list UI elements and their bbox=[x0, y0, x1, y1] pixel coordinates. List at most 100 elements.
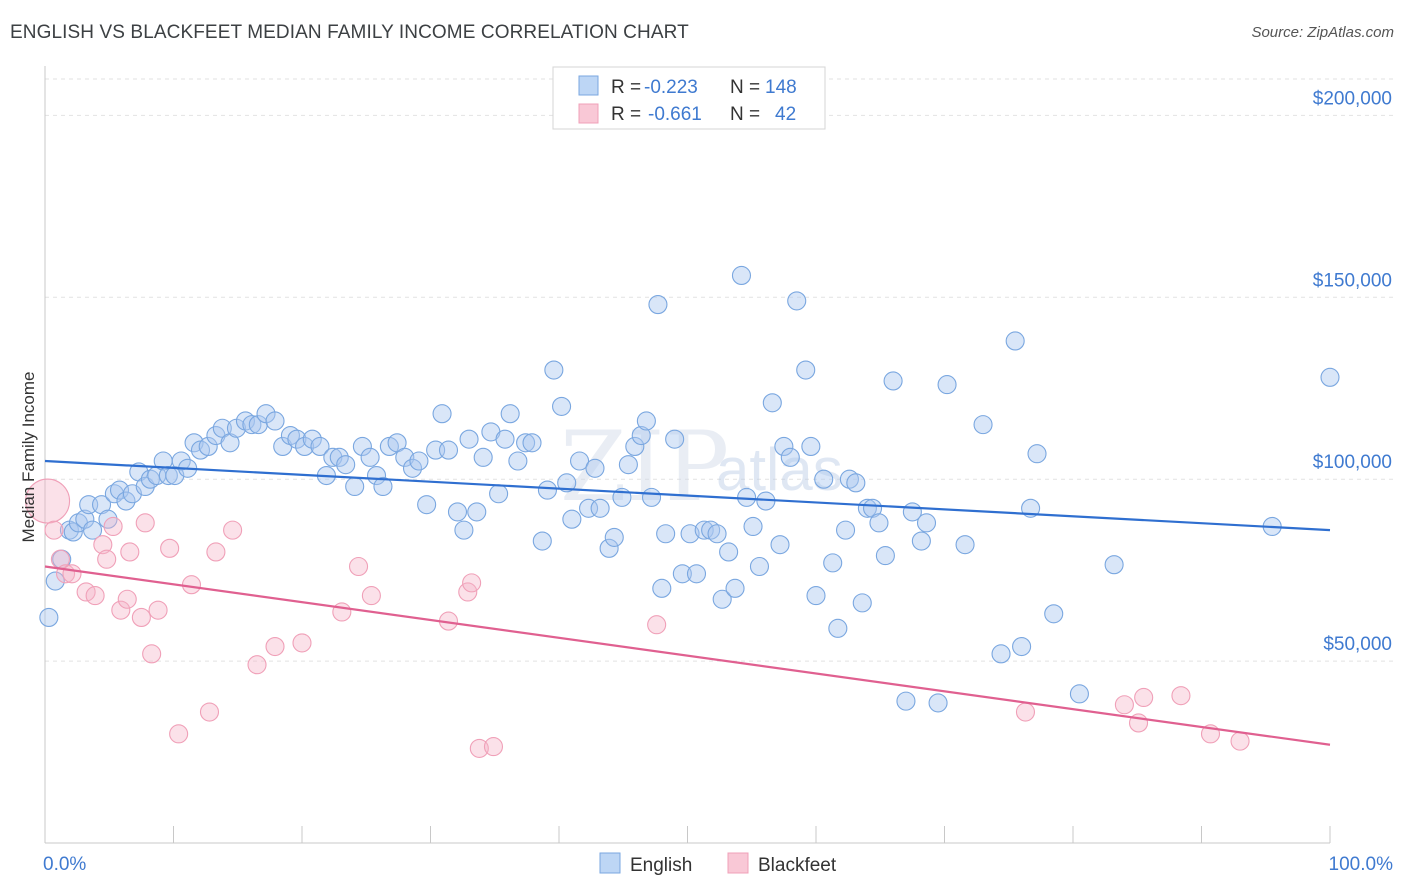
english-point bbox=[1005, 331, 1025, 351]
english-point bbox=[869, 513, 889, 533]
english-point bbox=[544, 360, 564, 380]
legend-r-label: R = bbox=[611, 77, 641, 98]
english-point bbox=[937, 375, 957, 395]
english-point bbox=[928, 693, 948, 713]
english-point bbox=[265, 411, 285, 431]
english-point bbox=[454, 520, 474, 540]
blackfeet-point bbox=[361, 586, 381, 606]
english-point bbox=[75, 509, 95, 529]
blackfeet-point bbox=[1171, 686, 1191, 706]
english-point bbox=[852, 593, 872, 613]
english-point bbox=[749, 556, 770, 577]
english-point bbox=[585, 458, 605, 478]
english-point bbox=[991, 644, 1011, 664]
legend-english-label: English bbox=[630, 855, 692, 876]
english-point bbox=[625, 436, 645, 456]
english-point bbox=[911, 531, 931, 551]
x-tick-label: 0.0% bbox=[43, 854, 86, 875]
english-point bbox=[516, 433, 536, 453]
blackfeet-point bbox=[148, 600, 168, 620]
english-point bbox=[883, 371, 903, 391]
english-point bbox=[712, 589, 732, 609]
blackfeet-point bbox=[97, 549, 117, 569]
english-point bbox=[345, 476, 365, 497]
blackfeet-point bbox=[120, 542, 140, 562]
blackfeet-point bbox=[1230, 731, 1250, 751]
english-point bbox=[636, 411, 656, 431]
english-point bbox=[473, 447, 493, 467]
english-point bbox=[787, 291, 807, 311]
english-point bbox=[116, 491, 136, 511]
english-point bbox=[656, 524, 676, 544]
english-point bbox=[743, 516, 763, 537]
english-point bbox=[955, 535, 975, 555]
blackfeet-point bbox=[469, 738, 489, 758]
watermark-atlas: atlas bbox=[716, 436, 843, 503]
blackfeet-trend-line bbox=[44, 565, 1331, 746]
english-point bbox=[814, 469, 834, 489]
chart-title: ENGLISH VS BLACKFEET MEDIAN FAMILY INCOM… bbox=[10, 22, 689, 43]
english-point bbox=[459, 429, 479, 449]
legend-n-value: 42 bbox=[775, 104, 796, 125]
source-credit: Source: ZipAtlas.com bbox=[1251, 24, 1394, 41]
english-point bbox=[184, 433, 204, 453]
x-tick-label: 100.0% bbox=[1329, 854, 1394, 875]
english-point bbox=[770, 535, 790, 555]
correlation-legend: R = -0.223 N = 148 R = -0.661 N = 42 bbox=[552, 66, 826, 130]
legend-n-label: N = bbox=[730, 104, 760, 125]
english-point bbox=[467, 502, 487, 522]
english-point bbox=[235, 411, 256, 431]
english-point bbox=[828, 618, 848, 638]
english-point bbox=[508, 451, 528, 471]
blackfeet-point bbox=[142, 644, 162, 664]
blackfeet-point bbox=[483, 737, 504, 757]
english-point bbox=[63, 522, 83, 542]
english-point bbox=[652, 578, 672, 598]
english-point bbox=[360, 447, 380, 467]
english-point bbox=[447, 502, 468, 522]
english-point bbox=[599, 538, 619, 558]
y-tick-label: $150,000 bbox=[1313, 270, 1392, 291]
english-point bbox=[409, 451, 429, 471]
english-point bbox=[618, 455, 638, 475]
english-point bbox=[310, 436, 330, 456]
english-point bbox=[973, 415, 993, 435]
english-point bbox=[489, 484, 509, 504]
english-point bbox=[590, 498, 610, 518]
english-point bbox=[495, 429, 515, 449]
english-point bbox=[839, 469, 859, 489]
blackfeet-point bbox=[103, 516, 123, 537]
english-point bbox=[1104, 555, 1124, 575]
english-point bbox=[552, 396, 572, 416]
english-point bbox=[557, 473, 577, 493]
y-tick-label: $100,000 bbox=[1313, 452, 1392, 473]
english-trend-line bbox=[44, 459, 1331, 532]
blackfeet-point bbox=[93, 535, 113, 555]
blackfeet-point bbox=[1015, 702, 1036, 722]
blackfeet-point bbox=[62, 564, 82, 584]
english-point bbox=[45, 571, 65, 591]
english-point bbox=[417, 495, 437, 515]
english-point bbox=[719, 542, 739, 562]
blackfeet-point bbox=[117, 589, 137, 609]
english-point bbox=[500, 404, 520, 424]
legend-blackfeet-label: Blackfeet bbox=[758, 855, 837, 876]
english-point bbox=[857, 498, 877, 518]
blackfeet-point bbox=[647, 615, 667, 635]
english-point bbox=[537, 480, 557, 500]
english-point bbox=[916, 513, 937, 533]
english-point bbox=[801, 436, 821, 456]
english-point bbox=[648, 295, 668, 315]
blackfeet-point bbox=[111, 600, 131, 620]
blackfeet-point bbox=[169, 724, 189, 744]
english-point bbox=[694, 520, 714, 540]
legend-swatch-english bbox=[599, 852, 621, 874]
legend-n-label: N = bbox=[730, 77, 760, 98]
english-point bbox=[280, 425, 300, 446]
english-point bbox=[395, 447, 415, 467]
english-point bbox=[295, 436, 315, 456]
english-point bbox=[352, 436, 372, 456]
legend-r-value: -0.223 bbox=[644, 77, 698, 98]
blackfeet-point bbox=[1114, 695, 1134, 715]
